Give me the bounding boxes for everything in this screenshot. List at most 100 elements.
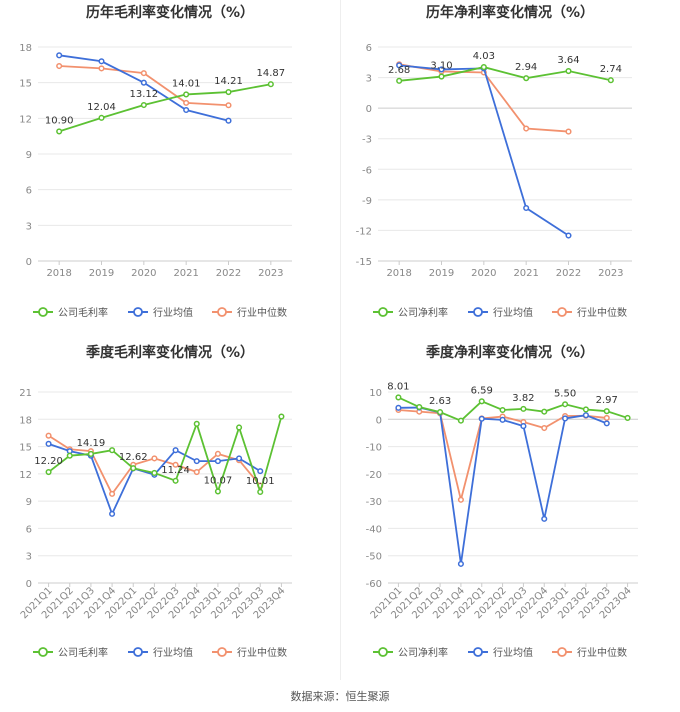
legend-item[interactable]: 行业均值 [128,646,193,659]
legend-label: 行业均值 [153,306,193,319]
y-tick-label: -50 [366,552,382,563]
y-tick-label: 6 [366,43,372,54]
legend-swatch-marker [217,307,227,317]
data-point-avg [56,52,63,59]
data-point-avg [603,420,610,427]
data-point-company [562,401,569,408]
data-point-company [395,394,402,401]
legend-swatch-marker [217,647,227,657]
legend-swatch-marker [473,647,483,657]
y-tick-label: 9 [26,497,32,508]
series-line-avg [399,64,569,237]
data-point-company [214,488,221,495]
data-point-company [56,128,63,135]
data-point-median [172,461,179,468]
legend-item[interactable]: 行业中位数 [212,646,287,659]
data-point-company [480,64,487,71]
data-label: 5.50 [554,388,576,399]
chart-svg-0: 历年毛利率变化情况（%） 0 3 6 9 12 15 18 2018 2019 2020 2021 20… [19,4,292,319]
legend-item[interactable]: 行业中位数 [212,306,287,319]
legend-label: 公司毛利率 [58,646,108,659]
y-tick-label: -40 [366,524,382,535]
y-tick-label: 6 [26,186,32,197]
x-tick-label: 2023 [598,268,623,279]
y-tick-label: 6 [26,524,32,535]
data-point-company [45,468,52,476]
y-tick-label: 0 [376,415,382,426]
chart-title: 历年净利率变化情况（%） [426,4,594,21]
y-tick-label: 18 [19,43,32,54]
y-tick-label: 15 [19,443,32,454]
y-tick-label: 0 [366,104,372,115]
data-point-company [396,77,403,84]
x-tick-label: 2020 [131,268,156,279]
y-tick-label: -9 [362,196,372,207]
data-point-company [278,413,285,420]
legend-item[interactable]: 行业中位数 [552,646,627,659]
legend-label: 公司毛利率 [58,306,108,319]
data-point-avg [193,458,200,465]
data-point-avg [499,416,506,423]
data-point-avg [582,412,589,419]
legend-item[interactable]: 公司毛利率 [33,306,108,319]
data-point-company [183,91,190,98]
legend-swatch-marker [557,307,567,317]
data-point-company [457,417,464,424]
legend-swatch-marker [557,647,567,657]
legend-swatch-marker [133,647,143,657]
data-point-company [541,408,548,415]
data-point-avg [520,423,527,430]
legend-item[interactable]: 行业均值 [468,306,533,319]
y-tick-label: 15 [19,79,32,90]
data-point-avg [478,415,485,422]
y-tick-label: 21 [19,388,32,399]
series-line-avg [398,406,608,565]
data-label: 3.10 [430,61,452,72]
data-point-company [257,488,264,496]
data-point-company [499,406,506,414]
data-point-company [607,77,614,84]
data-point-company [438,73,445,80]
data-point-median [45,432,52,439]
y-tick-label: -15 [356,257,372,268]
data-point-median [225,102,232,109]
data-point-median [541,424,548,432]
legend-label: 公司净利率 [398,306,448,319]
y-tick-label: 12 [19,470,32,481]
legend-item[interactable]: 行业中位数 [552,306,627,319]
data-point-avg [109,510,116,517]
legend-item[interactable]: 公司毛利率 [33,646,108,659]
data-point-median [140,70,147,77]
data-label: 2.94 [515,62,537,73]
data-point-company [437,409,444,416]
legend-item[interactable]: 公司净利率 [373,646,448,659]
y-tick-label: 0 [26,579,32,590]
chart-title: 季度净利率变化情况（%） [425,344,594,361]
legend-swatch-marker [378,647,388,657]
legend-swatch-marker [473,307,483,317]
legend-item[interactable]: 公司净利率 [373,306,448,319]
data-point-company [225,89,232,96]
chart-title: 季度毛利率变化情况（%） [85,344,254,361]
data-point-company [66,452,73,459]
series-line-company [48,416,283,496]
legend-item[interactable]: 行业均值 [128,306,193,319]
legend-swatch-marker [38,307,48,317]
data-label: 2.74 [600,64,622,75]
legend-swatch-marker [38,647,48,657]
data-label: 10.90 [45,115,74,126]
y-tick-label: -6 [362,165,372,176]
chart-svg-1: 历年净利率变化情况（%） -15 -12 -9 -6 -3 0 3 6 2018 2019 2020 2… [356,4,632,319]
data-point-company [478,398,485,405]
data-point-avg [98,58,105,65]
chart-svg-3: 季度净利率变化情况（%）-60-50-40-30-20-100102021Q12… [366,344,638,659]
legend-item[interactable]: 行业均值 [468,646,533,659]
data-point-avg [214,458,221,465]
data-point-company [130,465,137,472]
series-line-company [399,66,612,82]
data-label: 12.62 [119,452,148,463]
data-point-avg [457,560,464,567]
data-point-median [56,62,63,70]
data-point-company [98,114,105,121]
data-point-company [193,420,200,427]
